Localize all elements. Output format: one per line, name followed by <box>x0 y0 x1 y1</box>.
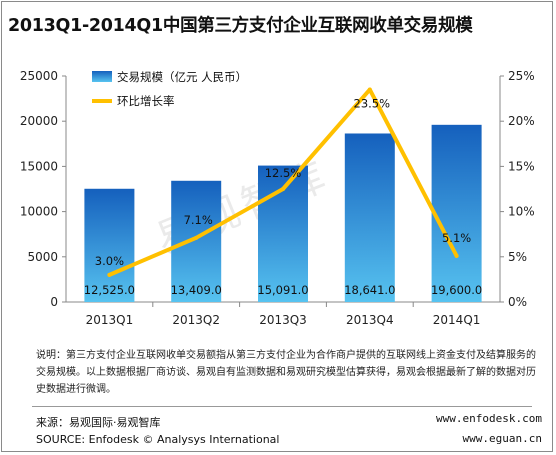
source-cn: 来源：易观国际·易观智库 <box>36 416 161 429</box>
growth-rate-point <box>194 235 199 240</box>
chart-note: 说明：第三方支付企业互联网收单交易额指从第三方支付企业为合作商户提供的互联网线上… <box>36 350 536 395</box>
x-tick-label: 2013Q4 <box>346 313 394 327</box>
growth-rate-label: 3.0% <box>95 254 124 268</box>
y-right-tick-label: 20% <box>508 114 535 128</box>
bar <box>431 124 482 302</box>
growth-rate-point <box>454 253 459 258</box>
bar-value-label: 12,525.0 <box>84 283 135 297</box>
x-tick-label: 2013Q3 <box>259 313 307 327</box>
y-left-tick-label: 5000 <box>27 250 58 264</box>
bar-value-label: 19,600.0 <box>431 283 482 297</box>
y-right-tick-label: 10% <box>508 205 535 219</box>
chart-title: 2013Q1-2014Q1中国第三方支付企业互联网收单交易规模 <box>8 16 473 36</box>
divider <box>32 406 532 407</box>
growth-rate-label: 7.1% <box>184 213 213 227</box>
combo-chart: 0 5000 10000 15000 20000 25000 0% 5% 10% 15% 20% 25… <box>20 69 535 327</box>
y-right-tick-label: 25% <box>508 69 535 83</box>
growth-rate-point <box>281 187 285 191</box>
y-right-tick-label: 5% <box>508 250 527 264</box>
legend-label-line: 环比增长率 <box>117 94 175 108</box>
y-right-tick-label: 0% <box>508 295 527 309</box>
x-tick-label: 2013Q1 <box>86 313 134 327</box>
url-enfodesk: www.enfodesk.com <box>436 412 542 425</box>
legend-label-bar: 交易规模（亿元 人民币） <box>117 70 247 84</box>
y-left-tick-label: 20000 <box>20 114 58 128</box>
y-left-tick-label: 15000 <box>20 159 58 173</box>
growth-rate-label: 5.1% <box>442 231 471 245</box>
bar <box>344 133 395 302</box>
y-left-tick-label: 25000 <box>20 69 58 83</box>
x-tick-label: 2014Q1 <box>433 313 481 327</box>
y-left-tick-label: 10000 <box>20 205 58 219</box>
url-eguan: www.eguan.cn <box>462 432 542 445</box>
growth-rate-point <box>107 272 112 277</box>
legend-swatch-bar <box>92 71 112 82</box>
y-left-tick-label: 0 <box>50 295 58 309</box>
bar-value-label: 18,641.0 <box>344 283 395 297</box>
source-en: SOURCE: Enfodesk © Analysys Internationa… <box>36 433 280 446</box>
bar-value-label: 13,409.0 <box>171 283 222 297</box>
bar <box>171 180 222 302</box>
growth-rate-point <box>367 87 372 92</box>
x-tick-label: 2013Q2 <box>172 313 220 327</box>
bar <box>84 188 135 302</box>
growth-rate-label: 23.5% <box>354 97 391 111</box>
y-right-tick-label: 15% <box>508 159 535 173</box>
growth-rate-label: 12.5% <box>265 166 302 180</box>
bar-value-label: 15,091.0 <box>257 283 308 297</box>
